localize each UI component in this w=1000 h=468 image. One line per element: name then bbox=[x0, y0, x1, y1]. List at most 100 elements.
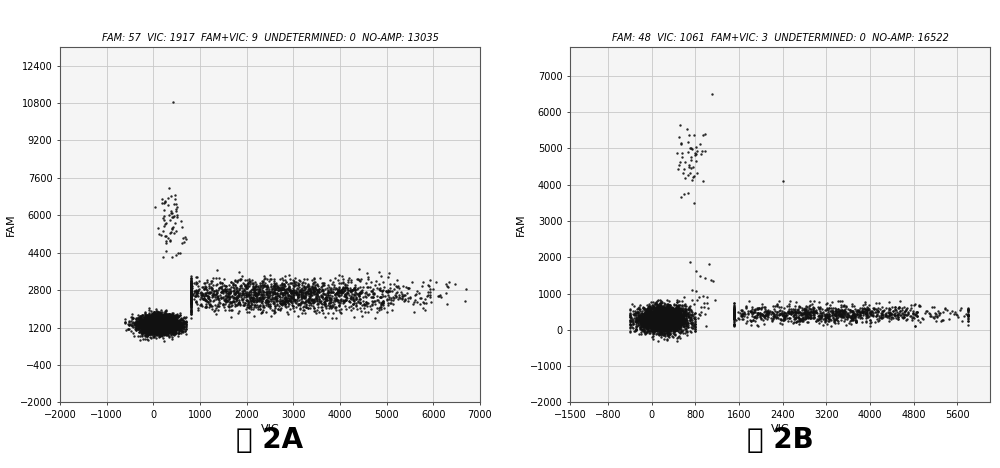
Point bbox=[162, 322, 178, 330]
Point bbox=[149, 322, 165, 330]
Point bbox=[146, 323, 162, 330]
Point bbox=[659, 308, 675, 315]
Point bbox=[663, 316, 679, 323]
Point bbox=[647, 320, 663, 327]
Point bbox=[145, 330, 161, 337]
Point bbox=[679, 327, 695, 335]
Point bbox=[241, 301, 257, 308]
Point bbox=[149, 321, 165, 329]
Point bbox=[140, 326, 156, 334]
Point bbox=[155, 318, 171, 326]
Point bbox=[673, 139, 689, 147]
Point bbox=[183, 291, 199, 298]
Point bbox=[636, 314, 652, 322]
Point bbox=[149, 324, 165, 332]
Point bbox=[654, 314, 670, 322]
Point bbox=[152, 320, 168, 327]
Point bbox=[156, 324, 172, 331]
Point bbox=[145, 327, 161, 335]
Point bbox=[650, 317, 666, 324]
Point bbox=[149, 324, 165, 332]
Point bbox=[649, 322, 665, 329]
Point bbox=[726, 312, 742, 320]
Point bbox=[671, 309, 687, 316]
Point bbox=[198, 300, 214, 307]
Point bbox=[157, 323, 173, 330]
Point bbox=[128, 314, 144, 322]
Point bbox=[290, 293, 306, 301]
Point bbox=[138, 312, 154, 320]
Point bbox=[183, 283, 199, 290]
Point bbox=[144, 320, 160, 328]
Point bbox=[154, 319, 170, 326]
Point bbox=[290, 280, 306, 287]
Point bbox=[151, 326, 167, 334]
Point bbox=[153, 315, 169, 322]
Point bbox=[294, 294, 310, 302]
Point bbox=[137, 327, 153, 335]
Point bbox=[168, 311, 184, 319]
Point bbox=[156, 324, 172, 331]
Point bbox=[270, 286, 286, 293]
Point bbox=[654, 318, 670, 326]
Point bbox=[636, 325, 652, 332]
Point bbox=[160, 321, 176, 328]
Point bbox=[144, 325, 160, 332]
Point bbox=[148, 318, 164, 326]
Point bbox=[183, 290, 199, 297]
Point bbox=[155, 322, 171, 330]
Point bbox=[636, 319, 652, 326]
Point bbox=[358, 298, 374, 306]
Point bbox=[153, 316, 169, 324]
Point bbox=[749, 309, 765, 317]
Point bbox=[657, 312, 673, 320]
Point bbox=[645, 315, 661, 322]
Point bbox=[164, 322, 180, 329]
Point bbox=[143, 325, 159, 332]
Point bbox=[156, 319, 172, 326]
Point bbox=[649, 323, 665, 331]
Point bbox=[647, 310, 663, 317]
Point bbox=[157, 319, 173, 326]
Point bbox=[263, 284, 279, 291]
Point bbox=[630, 312, 646, 319]
Point bbox=[647, 319, 663, 327]
Point bbox=[158, 320, 174, 327]
Point bbox=[128, 322, 144, 330]
Point bbox=[870, 304, 886, 311]
Point bbox=[668, 322, 684, 329]
Point bbox=[176, 321, 192, 328]
Point bbox=[176, 320, 192, 327]
Point bbox=[641, 310, 657, 318]
Point bbox=[671, 312, 687, 320]
Point bbox=[278, 295, 294, 302]
Point bbox=[155, 320, 171, 328]
Point bbox=[812, 309, 828, 317]
Point bbox=[183, 294, 199, 302]
Point bbox=[664, 321, 680, 329]
Point bbox=[150, 322, 166, 330]
Point bbox=[155, 328, 171, 335]
Point bbox=[647, 314, 663, 322]
Point bbox=[132, 323, 148, 331]
Point bbox=[149, 331, 165, 338]
Point bbox=[846, 311, 862, 318]
Point bbox=[266, 281, 282, 289]
Point bbox=[653, 311, 669, 318]
Point bbox=[357, 290, 373, 297]
Point bbox=[644, 324, 660, 331]
Point bbox=[657, 332, 673, 340]
Point bbox=[239, 284, 255, 292]
Point bbox=[163, 209, 179, 216]
Point bbox=[159, 319, 175, 326]
Point bbox=[148, 322, 164, 329]
Point bbox=[160, 314, 176, 322]
Point bbox=[173, 323, 189, 330]
Point bbox=[386, 285, 402, 292]
Point bbox=[650, 328, 666, 335]
Point bbox=[751, 305, 767, 312]
Point bbox=[666, 314, 682, 321]
Point bbox=[157, 321, 173, 328]
Point bbox=[163, 313, 179, 320]
Point bbox=[208, 310, 224, 317]
